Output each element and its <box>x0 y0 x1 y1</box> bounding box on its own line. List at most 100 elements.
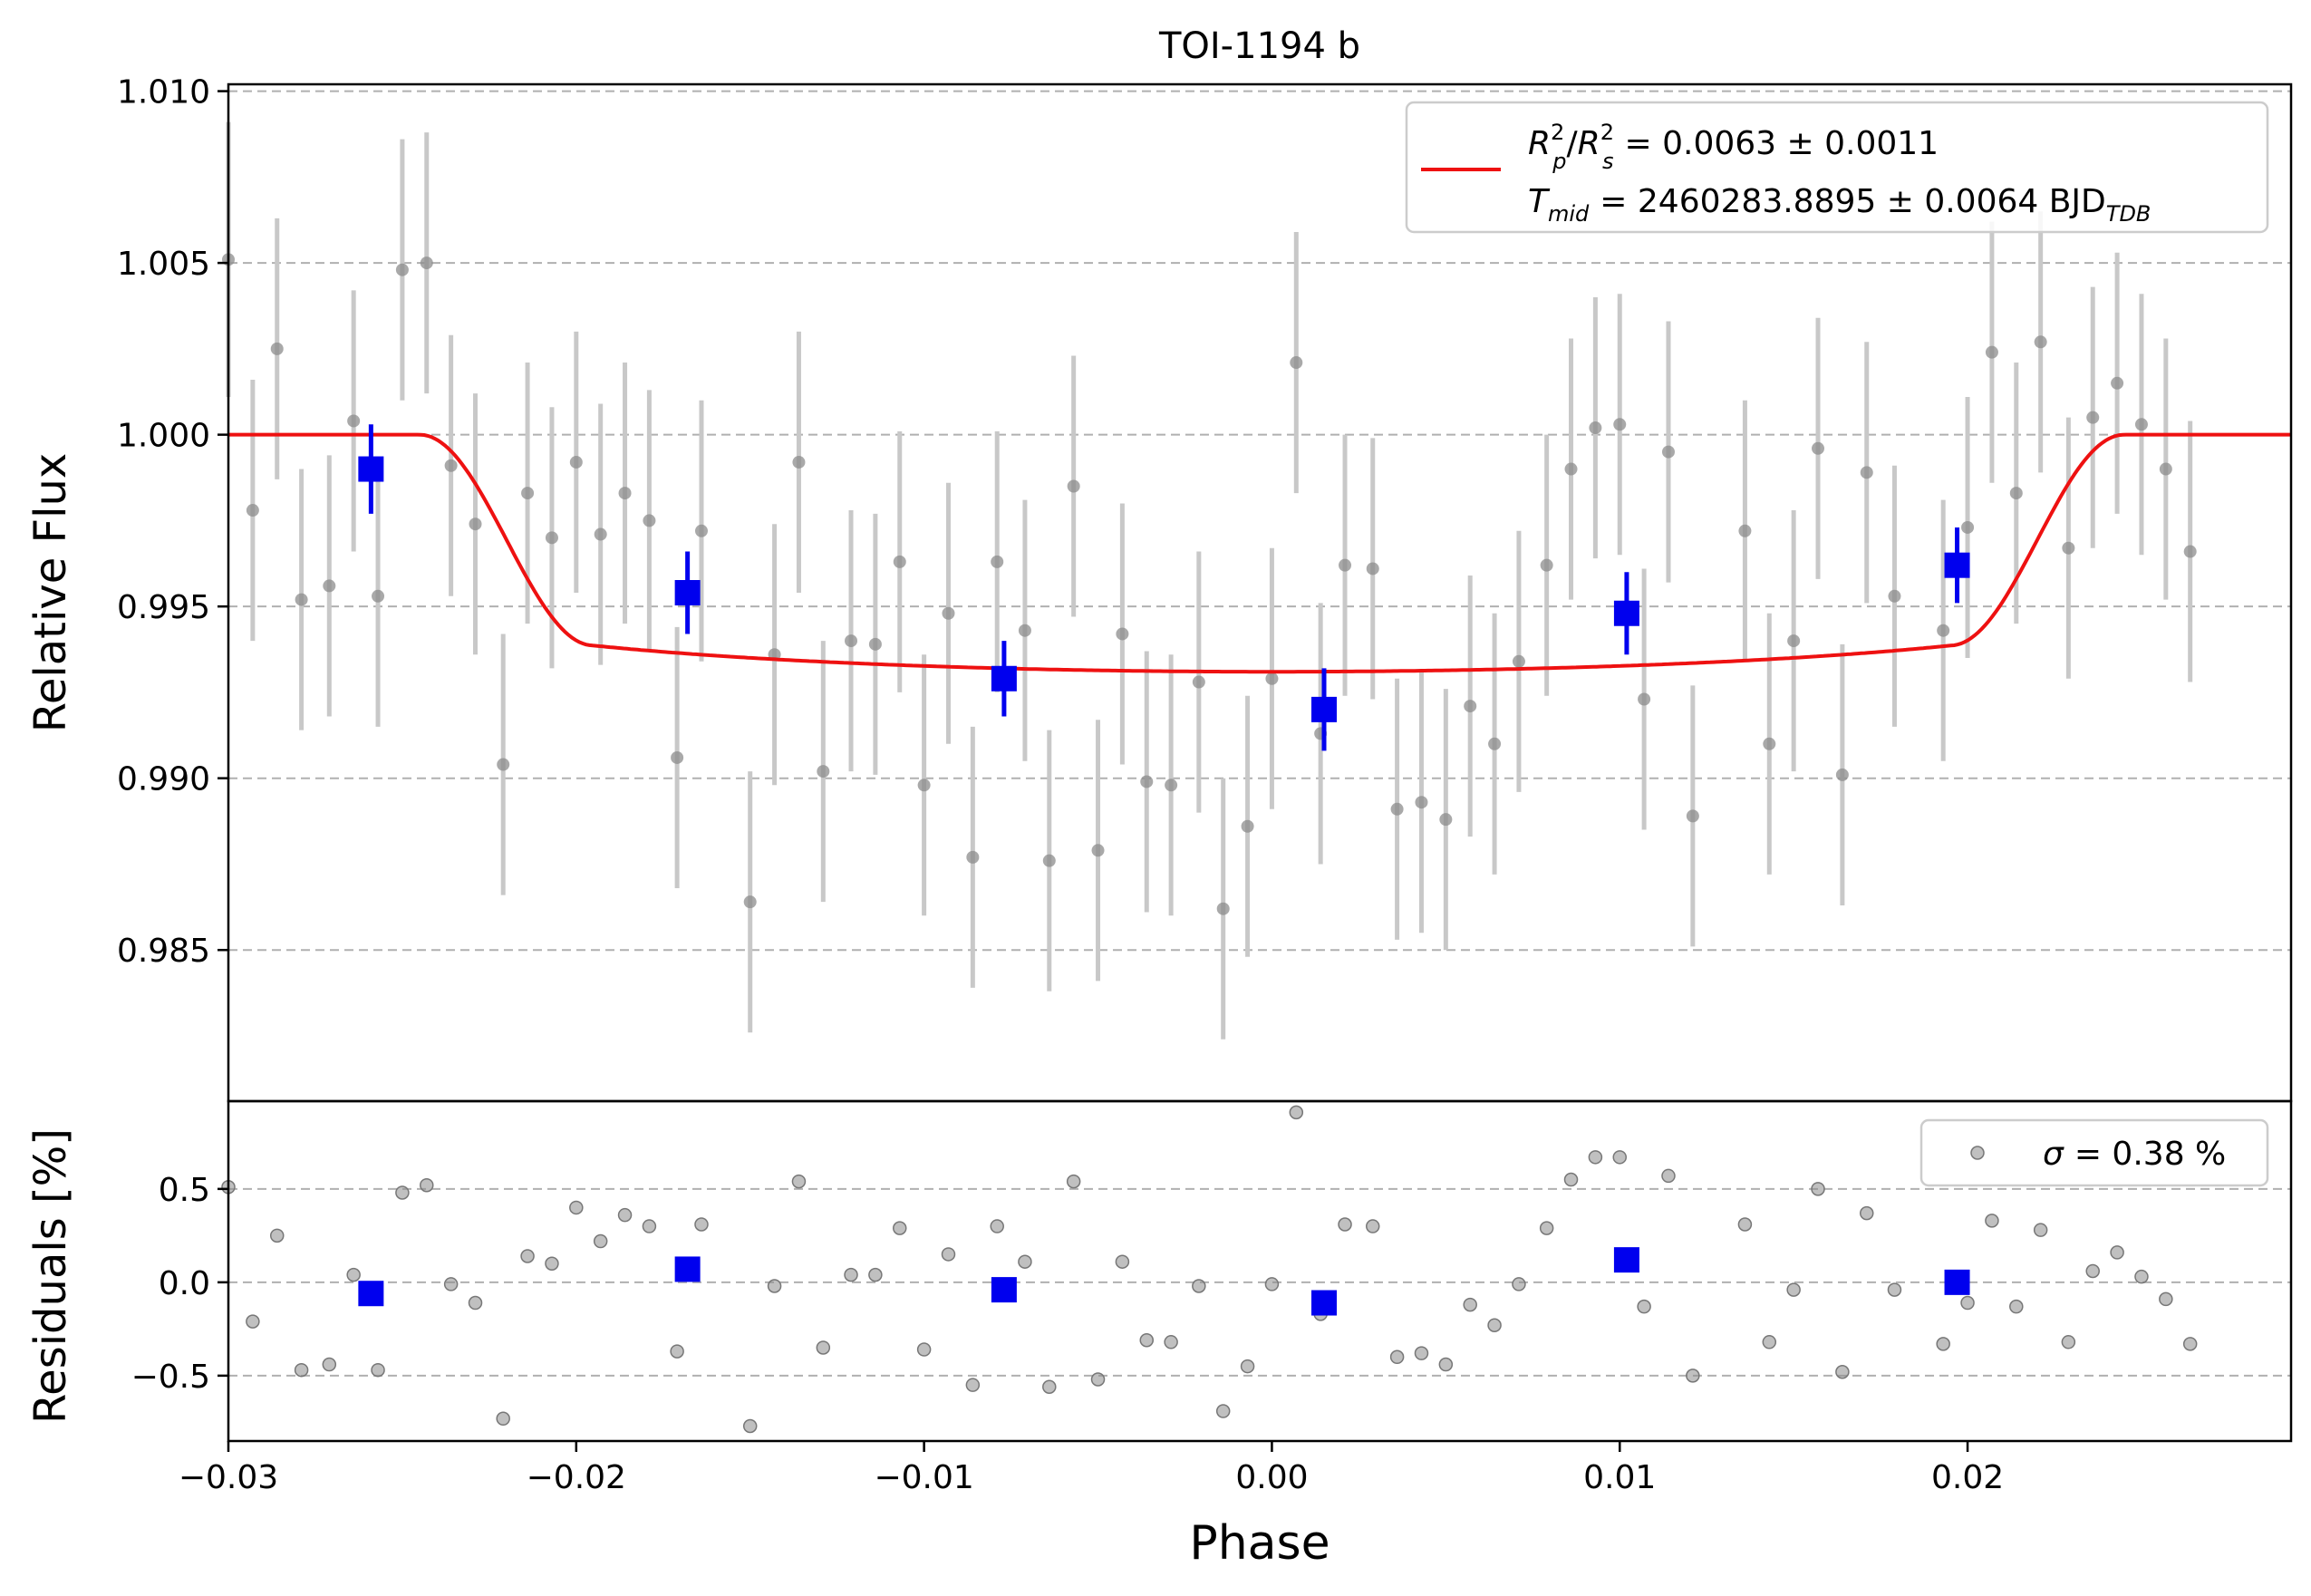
raw-flux-point <box>966 850 980 864</box>
residual-point <box>1762 1335 1777 1349</box>
binned-residual-point <box>358 1281 384 1307</box>
residual-point <box>916 1342 932 1357</box>
raw-flux-point <box>1140 775 1154 788</box>
raw-flux-point <box>1192 675 1205 689</box>
raw-flux-point <box>1241 819 1254 833</box>
residual-point <box>2110 1245 2124 1260</box>
bottom-legend[interactable]: σ = 0.38 % <box>1919 1118 2269 1187</box>
raw-flux-point <box>1116 627 1129 641</box>
residual-point <box>1215 1404 1231 1418</box>
residual-point <box>1289 1105 1304 1120</box>
top-legend[interactable]: R2 p/R2 s = 0.0063 ± 0.0011 Tmid = 2460283.8… <box>1405 101 2269 234</box>
top-y-tick-label: 1.005 <box>117 246 210 283</box>
raw-flux-point <box>594 527 607 541</box>
raw-flux-point <box>1512 654 1525 668</box>
raw-flux-point <box>1265 672 1279 685</box>
raw-flux-point <box>2034 335 2047 349</box>
top-gridlines <box>228 90 2291 952</box>
bottom-y-ticks: −0.5 0.0 0.5 <box>131 1172 228 1396</box>
residual-point <box>694 1217 709 1232</box>
raw-flux-point <box>1613 418 1627 431</box>
raw-flux-point <box>1763 737 1776 750</box>
raw-flux-point <box>1366 562 1379 576</box>
residual-point <box>443 1277 459 1291</box>
raw-flux-point <box>372 589 385 603</box>
raw-flux-point <box>2159 462 2172 476</box>
raw-flux-point <box>893 555 906 568</box>
binned-flux-point <box>358 456 384 482</box>
raw-flux-point <box>246 504 259 517</box>
raw-flux-point <box>1339 558 1352 572</box>
raw-flux-point <box>1860 466 1873 479</box>
raw-flux-point <box>845 634 858 648</box>
residual-point <box>420 1177 434 1193</box>
raw-flux-point <box>1835 768 1849 781</box>
residual-point <box>545 1256 559 1272</box>
raw-flux-point <box>2009 487 2023 500</box>
binned-residual-point <box>991 1277 1017 1303</box>
raw-flux-point <box>1985 345 1998 359</box>
residual-point <box>1240 1359 1255 1374</box>
legend-r-symbol-2: R <box>1578 125 1600 162</box>
bottom-y-tick-label: 0.5 <box>159 1172 210 1209</box>
residual-point <box>791 1174 807 1189</box>
residual-point <box>767 1279 782 1293</box>
raw-flux-point <box>917 779 931 792</box>
bottom-axes-frame <box>227 1099 2293 1443</box>
residual-point <box>569 1200 584 1215</box>
residual-point <box>642 1219 657 1233</box>
raw-flux-point <box>942 606 955 620</box>
residual-point <box>1338 1217 1352 1232</box>
residual-point <box>1786 1282 1801 1297</box>
raw-flux-point <box>420 256 433 270</box>
raw-flux-point <box>671 750 684 764</box>
bottom-gridlines <box>228 1187 2291 1377</box>
raw-flux-point <box>1488 737 1502 750</box>
raw-flux-point <box>1540 558 1553 572</box>
raw-flux-point <box>1589 421 1602 435</box>
residual-point <box>1438 1357 1454 1372</box>
residual-point <box>1389 1349 1405 1365</box>
x-tick-label: 0.00 <box>1235 1459 1308 1496</box>
raw-flux-point <box>1165 779 1178 792</box>
residual-point <box>1264 1277 1280 1291</box>
chart-title: TOI-1194 b <box>1158 25 1360 67</box>
residual-point <box>1612 1150 1627 1165</box>
raw-flux-point <box>1937 624 1950 637</box>
top-y-axis-label: Relative Flux <box>25 453 76 733</box>
residual-point <box>496 1411 510 1427</box>
residual-point <box>742 1418 758 1434</box>
bottom-x-ticks: −0.03 −0.02 −0.01 0.00 0.01 0.02 <box>179 1441 2004 1496</box>
residual-point <box>1887 1282 1902 1297</box>
binned-residual-point <box>1944 1269 1970 1295</box>
residual-point <box>670 1344 684 1359</box>
residual-point <box>893 1221 907 1235</box>
x-tick-label: −0.03 <box>179 1459 278 1496</box>
transit-model-curve <box>228 432 2291 674</box>
raw-flux-point <box>2086 411 2100 424</box>
raw-flux-point <box>323 579 336 593</box>
raw-flux-point <box>1018 624 1031 637</box>
raw-flux-point <box>2134 418 2148 431</box>
raw-flux-point <box>618 487 632 500</box>
raw-flux-point <box>792 455 806 469</box>
raw-flux-point <box>2183 545 2197 558</box>
residual-point <box>2085 1263 2100 1279</box>
binned-flux-point <box>1944 552 1970 578</box>
residual-point <box>1042 1379 1057 1394</box>
residual-point <box>1960 1295 1975 1311</box>
top-y-ticks: 0.985 0.990 0.995 1.000 1.005 1.010 <box>117 74 228 970</box>
residual-point <box>346 1267 361 1282</box>
legend-t-subscript: mid <box>1548 201 1590 227</box>
raw-flux-point <box>1216 902 1230 915</box>
raw-flux-point <box>1439 813 1453 827</box>
legend-sigma-label: σ = 0.38 % <box>2043 1136 2226 1173</box>
residual-point <box>1661 1168 1676 1184</box>
residual-point <box>1835 1365 1850 1379</box>
raw-flux-point <box>1888 589 1901 603</box>
raw-flux-point <box>743 895 757 909</box>
raw-flux-point <box>694 524 708 537</box>
x-axis-label: Phase <box>1189 1516 1330 1571</box>
residual-point <box>1487 1318 1502 1333</box>
raw-flux-point <box>1564 462 1578 476</box>
